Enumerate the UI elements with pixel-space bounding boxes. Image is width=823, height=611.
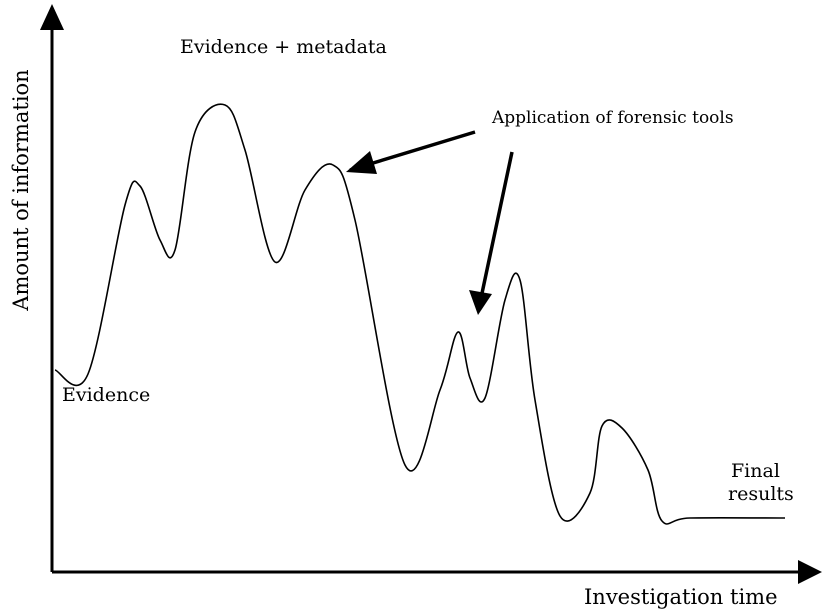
title: Evidence + metadata bbox=[180, 36, 387, 58]
final-label: Final bbox=[731, 460, 780, 482]
x-axis-label: Investigation time bbox=[584, 585, 778, 609]
arrow bbox=[479, 151, 514, 299]
information-curve bbox=[54, 103, 786, 525]
y-axis-arrow bbox=[40, 4, 64, 30]
tools-label: Application of forensic tools bbox=[491, 108, 734, 128]
y-axis-label: Amount of information bbox=[9, 69, 33, 311]
arrow-head bbox=[469, 290, 492, 315]
arrow-head bbox=[346, 151, 377, 174]
final-label: results bbox=[728, 483, 794, 505]
evidence-label: Evidence bbox=[62, 384, 150, 406]
x-axis-arrow bbox=[798, 560, 822, 584]
